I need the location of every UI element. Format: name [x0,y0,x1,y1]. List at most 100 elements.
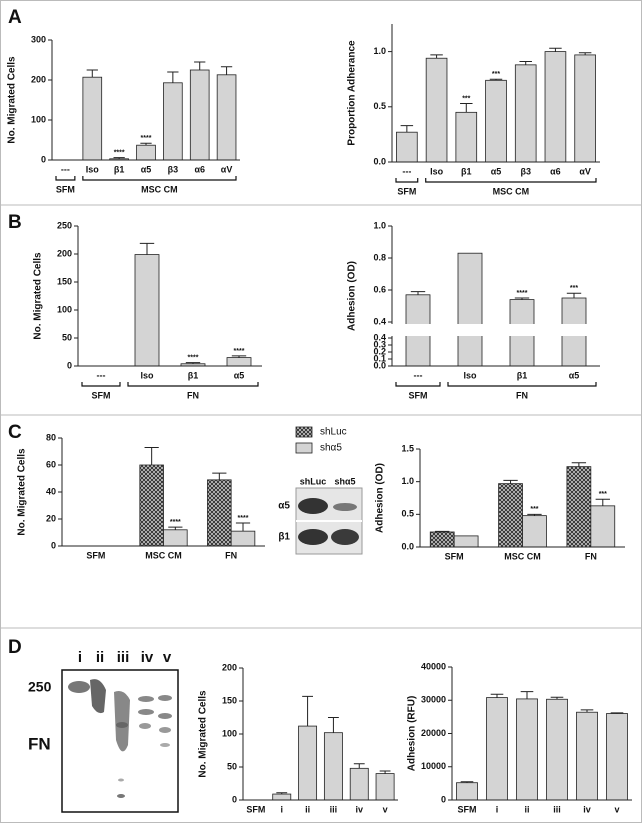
bar [455,111,478,163]
y-tick-label: 40000 [421,661,446,671]
x-tick-label: α5 [141,164,152,174]
bar [453,535,479,548]
error-bar [430,54,443,59]
bar [429,531,455,548]
bar [590,505,616,548]
significance: **** [170,519,181,526]
x-tick-label: --- [414,370,423,380]
bar [456,782,478,801]
bar [546,698,568,801]
blot-row-label: β1 [278,532,290,543]
bar [207,479,232,547]
error-bar [353,763,365,769]
gel-lane-label: i [78,649,82,666]
significance: **** [234,348,245,355]
blot-row-label: α5 [278,501,290,512]
y-tick-label: 0.6 [373,284,386,294]
x-tick-label: --- [402,166,411,176]
error-bar [527,513,542,516]
y-tick-label: 0.0 [373,156,386,166]
error-bar [194,61,206,70]
error-bar [550,696,564,700]
blot-lane-label: shα5 [334,476,355,486]
error-bar [435,530,450,532]
y-tick-label: 0.5 [373,101,386,111]
error-bar [610,712,624,714]
error-bar [144,446,159,465]
bar [163,529,188,547]
significance: *** [530,506,538,513]
group-bracket [395,382,441,387]
y-tick-label: 20000 [421,728,446,738]
bar [566,466,592,548]
y-tick-label: 100 [222,728,237,738]
group-bracket [447,382,597,387]
error-bar [460,781,474,783]
y-tick-label: 30000 [421,695,446,705]
group-bracket [425,178,597,183]
legend-label: shα5 [320,443,342,454]
x-tick-label: iv [583,804,591,814]
error-bar [302,695,314,727]
bar [272,793,292,801]
x-tick-label: αV [221,164,233,174]
bar [544,51,567,163]
x-tick-label: iv [355,804,363,814]
significance: *** [492,71,500,78]
gel-lane-label: ii [96,649,104,666]
group-label: FN [516,390,528,400]
bar [516,698,538,801]
x-tick-label: SFM [86,550,105,560]
y-tick-label: 0 [51,540,56,550]
y-tick-label: 1.0 [401,476,414,486]
x-tick-label: SFM [246,804,265,814]
significance: *** [462,95,470,102]
y-tick-label: 60 [46,459,56,469]
bar [574,54,596,163]
error-bar [139,242,155,255]
axis-break [390,324,604,336]
error-bar [549,47,562,52]
y-tick-label: 250 [57,220,72,230]
significance: *** [570,285,578,292]
y-tick-label: 50 [227,761,237,771]
bar [349,767,369,801]
error-bar [113,157,125,159]
error-bar [400,125,414,133]
y-axis-label: Proportion Adherance [347,40,358,146]
x-tick-label: SFM [445,551,464,561]
y-axis-label: No. Migrated Cells [7,56,18,144]
y-tick-label: 200 [31,74,46,84]
group-bracket [55,176,76,181]
significance: **** [141,135,152,142]
error-bar [86,69,98,78]
error-bar [327,717,339,733]
y-tick-label: 50 [62,332,72,342]
x-tick-label: α5 [569,370,580,380]
y-tick-label: 0.0 [401,541,414,551]
significance: **** [114,149,125,156]
group-label: SFM [56,184,75,194]
y-tick-label: 0.3 [373,339,386,349]
significance: **** [188,354,199,361]
y-tick-label: 0.4 [373,316,386,326]
y-tick-label: 10000 [421,761,446,771]
legend-label: shLuc [320,427,347,438]
y-tick-label: 200 [222,662,237,672]
bar [522,515,547,548]
group-label: MSC CM [493,186,530,196]
group-label: SFM [397,186,416,196]
x-tick-label: α6 [194,164,205,174]
x-tick-label: v [614,804,619,814]
x-tick-label: αV [579,166,591,176]
x-tick-label: v [383,804,388,814]
x-tick-label: ii [305,804,310,814]
x-tick-label: FN [225,550,237,560]
bar [606,713,628,801]
x-tick-label: α5 [234,370,245,380]
x-tick-label: β1 [517,370,528,380]
y-tick-label: 300 [31,34,46,44]
x-tick-label: MSC CM [145,550,182,560]
error-bar [235,522,251,532]
x-tick-label: Iso [430,166,444,176]
